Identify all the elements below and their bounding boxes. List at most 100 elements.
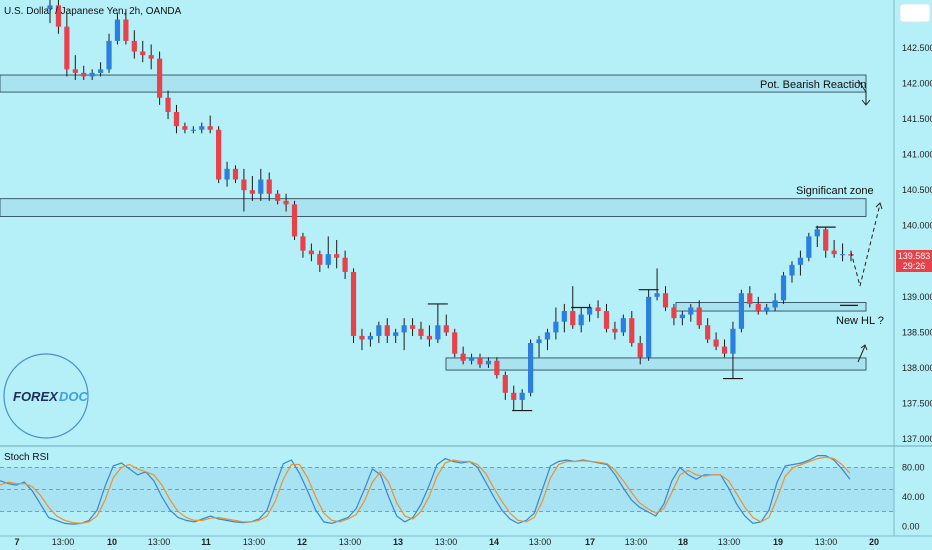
candle [384,318,390,344]
candle [637,335,643,365]
candle [511,385,517,411]
candle [612,321,618,340]
time-tick-label: 13:00 [529,537,552,547]
annotation-significant-zone: Significant zone [796,185,874,197]
candle [157,51,163,105]
candle [367,332,373,347]
stoch-k-line [0,455,851,525]
candle [64,12,70,77]
stoch-tick-label: 40.00 [902,492,925,502]
candle [291,200,298,240]
candle [772,293,778,312]
candle [688,303,694,322]
price-tick-label: 142.000 [902,79,932,89]
candle [232,165,239,184]
candle [452,328,458,358]
candle [646,289,652,361]
time-tick-label: 13 [393,537,403,547]
time-tick-label: 12 [297,537,307,547]
indicator-title: Stoch RSI [4,452,49,463]
candle [705,318,711,344]
candle [679,311,685,326]
annotation-bearish-reaction: Pot. Bearish Reaction [760,79,866,91]
candle [662,286,669,312]
arrow-bearish-icon [857,79,867,104]
logo-text-b: DOC [59,389,89,404]
time-tick-label: 13:00 [52,537,75,547]
candle [148,44,154,70]
candle [89,69,95,80]
candle [671,303,677,326]
candle [359,328,365,351]
candle [55,0,62,34]
time-tick-label: 14 [489,537,499,547]
price-tick-label: 142.500 [902,43,932,53]
zones-layer [0,74,867,371]
candle [342,250,348,280]
candle [713,332,719,351]
candle [494,357,500,379]
time-tick-label: 20 [869,537,879,547]
candle [544,328,551,351]
stoch-rsi-panel: 80.00 40.00 0.00 [0,446,925,536]
candle [426,325,433,347]
time-tick-label: 13:00 [815,537,838,547]
stoch-tick-label: 0.00 [902,521,920,531]
countdown: 29:26 [903,261,926,271]
candle [81,65,87,80]
zone-rect[interactable] [0,198,867,217]
arrow-support-icon [857,345,866,363]
time-axis[interactable]: 7 13:00 10 13:00 11 13:00 12 13:00 13 13:00 14 13:0… [0,535,932,547]
logo-text-a: FOREX [13,389,59,404]
candle [199,122,205,134]
candle [47,0,53,24]
candle [519,389,525,411]
candle [747,286,753,308]
candle [114,12,121,45]
zone-rect[interactable] [0,74,867,93]
candles-layer [47,0,854,411]
price-axis[interactable]: 142.500 142.000 141.500 141.000 140.500 140.0… [893,0,932,446]
candle [806,232,812,262]
candle [97,62,104,77]
price-tick-label: 138.000 [902,363,932,373]
stoch-tick-label: 80.00 [902,462,925,472]
candle [216,126,222,184]
price-tick-label: 137.000 [902,434,932,444]
candle [696,300,702,329]
time-tick-label: 13:00 [718,537,741,547]
time-tick-label: 10 [107,537,117,547]
price-tick-label: 140.000 [902,221,932,231]
candle [629,311,635,347]
candle [721,339,728,358]
zone-rect[interactable] [675,302,867,312]
time-tick-label: 13:00 [339,537,362,547]
candle [502,371,508,400]
candle [275,190,281,205]
candle [249,175,255,201]
candle [401,318,407,351]
time-tick-label: 17 [585,537,595,547]
candle [620,314,626,336]
candle [140,40,146,63]
zone-rect[interactable] [445,357,867,371]
candle [797,250,804,276]
candle [460,346,466,365]
candle [182,122,188,134]
candle [300,232,306,258]
price-tick-label: 137.500 [902,398,932,408]
candle [603,303,610,333]
candle [266,172,272,201]
annotation-new-hl: New HL ? [836,315,884,327]
candle [468,353,475,365]
price-tick-label: 138.500 [902,327,932,337]
scale-settings-button[interactable] [899,3,931,23]
candle [831,239,837,258]
time-tick-label: 18 [678,537,688,547]
candle [241,168,247,212]
candle [553,307,559,340]
candle [123,8,129,45]
candle [317,250,323,272]
candle [190,126,196,134]
arrowhead-support-icon [860,344,868,351]
